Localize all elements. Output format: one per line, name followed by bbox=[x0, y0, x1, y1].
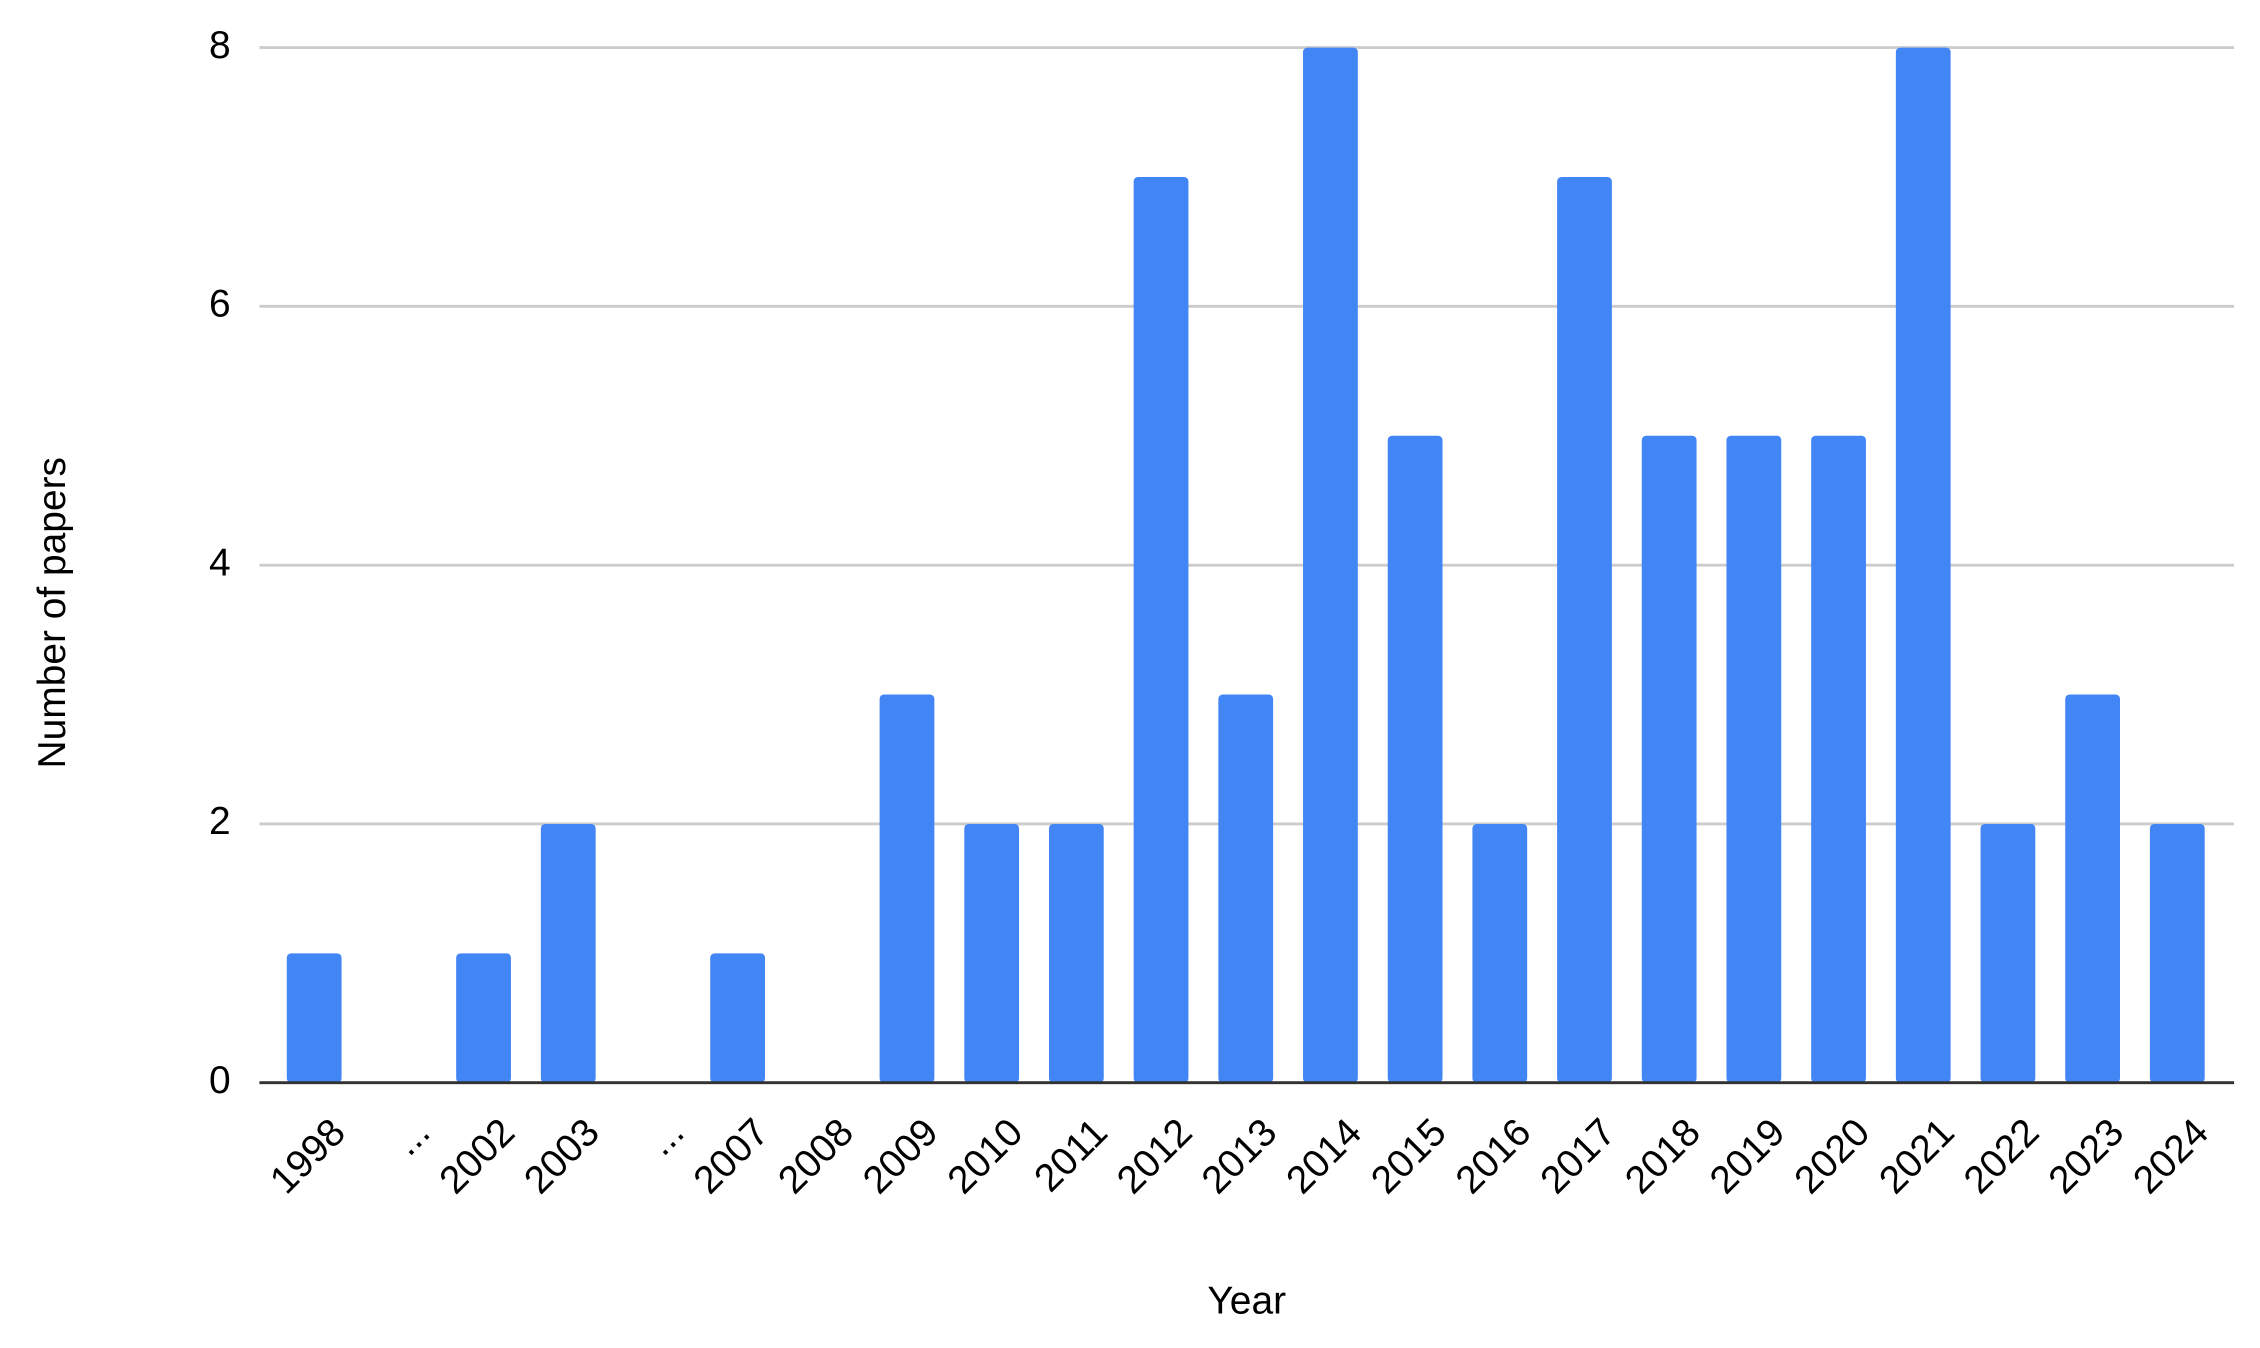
x-tick-label: 2013 bbox=[1194, 1111, 1286, 1203]
bar bbox=[710, 953, 765, 1083]
bar bbox=[1641, 435, 1697, 1083]
x-tick-label: 2015 bbox=[1363, 1111, 1455, 1203]
y-tick-label: 2 bbox=[209, 800, 231, 843]
y-tick-label: 4 bbox=[209, 541, 231, 584]
bar bbox=[1811, 435, 1866, 1083]
y-tick-label: 8 bbox=[209, 24, 231, 67]
x-tick-label: 2007 bbox=[686, 1111, 778, 1203]
bar bbox=[1980, 823, 2036, 1083]
x-tick-label: 2022 bbox=[1956, 1111, 2048, 1203]
x-tick-label: 2002 bbox=[432, 1111, 524, 1203]
x-tick-label: 2018 bbox=[1617, 1111, 1709, 1203]
x-tick-label: 2009 bbox=[855, 1111, 947, 1203]
bar bbox=[456, 953, 511, 1083]
x-tick-label: 2019 bbox=[1702, 1111, 1794, 1203]
bar bbox=[964, 823, 1020, 1083]
x-tick-label: 2003 bbox=[516, 1111, 608, 1203]
x-tick-label: 2008 bbox=[770, 1111, 862, 1203]
x-tick-label: 2024 bbox=[2125, 1111, 2217, 1203]
x-tick-label: 2014 bbox=[1278, 1111, 1370, 1203]
bar bbox=[2149, 823, 2205, 1083]
bar bbox=[540, 823, 596, 1083]
bar bbox=[1895, 47, 1951, 1083]
bar bbox=[1557, 176, 1612, 1083]
bar bbox=[2065, 694, 2120, 1083]
y-tick-label: 0 bbox=[209, 1059, 231, 1102]
bar bbox=[1387, 435, 1443, 1083]
y-tick-label: 6 bbox=[209, 283, 231, 326]
y-axis-title: Number of papers bbox=[31, 457, 74, 768]
bar bbox=[1218, 694, 1274, 1083]
x-tick-label: 2020 bbox=[1787, 1111, 1879, 1203]
x-tick-label: 2010 bbox=[940, 1111, 1032, 1203]
x-tick-label: 2017 bbox=[1532, 1111, 1624, 1203]
x-tick-label: 2016 bbox=[1448, 1111, 1540, 1203]
bar bbox=[879, 694, 935, 1083]
bar bbox=[1133, 176, 1189, 1083]
x-tick-label: ... bbox=[639, 1111, 692, 1164]
x-axis-title: Year bbox=[1207, 1280, 1286, 1323]
bar bbox=[1303, 47, 1358, 1083]
x-tick-label: 1998 bbox=[262, 1111, 354, 1203]
x-tick-label: 2011 bbox=[1026, 1111, 1116, 1201]
x-tick-label: 2021 bbox=[1871, 1111, 1963, 1203]
bar bbox=[1726, 435, 1782, 1083]
bar bbox=[286, 953, 342, 1083]
x-tick-label: ... bbox=[385, 1111, 438, 1164]
bar bbox=[1048, 823, 1104, 1083]
bar bbox=[1472, 823, 1528, 1083]
x-tick-label: 2012 bbox=[1109, 1111, 1201, 1203]
x-tick-label: 2023 bbox=[2041, 1111, 2133, 1203]
